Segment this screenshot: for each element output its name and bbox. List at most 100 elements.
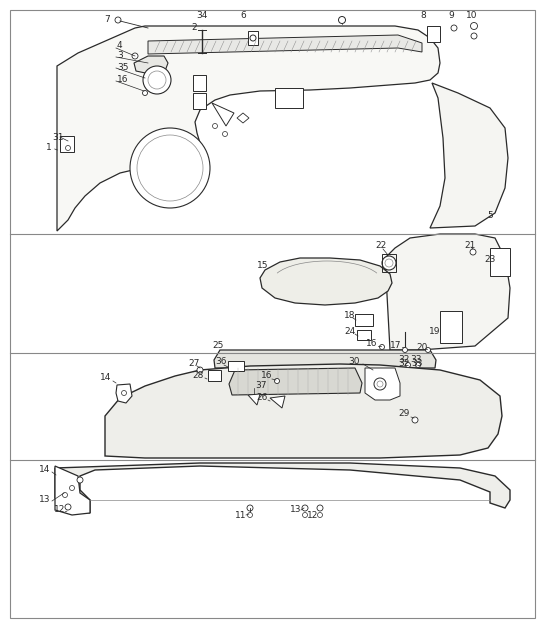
Polygon shape [57,26,440,231]
Circle shape [247,512,252,517]
Circle shape [471,33,477,39]
Circle shape [382,256,396,270]
Circle shape [412,417,418,423]
Circle shape [115,17,121,23]
Text: 7: 7 [104,14,110,23]
Text: 14: 14 [100,374,111,382]
Circle shape [65,504,71,510]
Bar [208,370,221,381]
Bar [355,314,373,326]
Text: 37: 37 [255,381,267,391]
Polygon shape [116,384,132,403]
Circle shape [222,131,227,136]
Bar [60,136,74,152]
Text: 12: 12 [54,506,65,514]
Circle shape [405,362,410,367]
Bar [490,248,510,276]
Circle shape [213,124,217,129]
Text: 5: 5 [487,212,493,220]
Circle shape [130,128,210,208]
Text: 15: 15 [257,261,269,271]
Text: 6: 6 [240,11,246,21]
Polygon shape [134,56,168,74]
Circle shape [374,378,386,390]
Polygon shape [214,350,436,368]
Text: 23: 23 [484,256,495,264]
Bar [193,75,206,91]
Polygon shape [55,466,90,515]
Text: 36: 36 [215,357,227,367]
Text: 16: 16 [366,340,378,349]
Text: 35: 35 [117,63,129,72]
Circle shape [379,345,385,350]
Text: 24: 24 [344,327,355,335]
Text: 17: 17 [390,342,402,350]
Text: 26: 26 [256,392,268,401]
Polygon shape [148,35,422,54]
Circle shape [317,505,323,511]
Circle shape [65,146,70,151]
Circle shape [250,35,256,41]
Polygon shape [385,234,510,350]
Text: 28: 28 [192,372,203,381]
Circle shape [70,485,75,490]
Bar [427,26,440,42]
Circle shape [122,391,126,396]
Polygon shape [365,368,400,400]
Polygon shape [55,463,510,513]
Circle shape [318,512,323,517]
Circle shape [142,90,148,95]
Text: 13: 13 [39,495,51,504]
Circle shape [470,249,476,255]
Text: 14: 14 [39,465,50,475]
Text: 16: 16 [117,75,129,85]
Circle shape [377,381,383,387]
Polygon shape [260,258,392,305]
Circle shape [338,16,346,23]
Bar [440,311,462,343]
Bar [275,88,303,108]
Circle shape [63,492,68,497]
Polygon shape [430,83,508,228]
Text: 2: 2 [191,23,197,31]
Text: 34: 34 [196,11,208,21]
Polygon shape [248,394,260,405]
Text: 11: 11 [235,511,246,521]
Text: 29: 29 [398,409,409,418]
Text: 13: 13 [290,506,301,514]
Bar [228,361,244,371]
Circle shape [137,135,203,201]
Circle shape [451,25,457,31]
Text: 9: 9 [448,11,454,21]
Text: 25: 25 [212,340,223,350]
Bar [193,93,206,109]
Circle shape [470,23,477,30]
Circle shape [403,347,408,352]
Text: 32: 32 [398,355,409,364]
Polygon shape [212,103,234,126]
Polygon shape [105,364,502,458]
Circle shape [247,505,253,511]
Text: 10: 10 [466,11,477,21]
Text: 27: 27 [188,359,199,367]
Text: 20: 20 [416,342,427,352]
Text: 3: 3 [117,50,123,60]
Text: 16: 16 [261,372,272,381]
Text: 33: 33 [410,355,421,364]
Text: 18: 18 [344,311,355,320]
Text: 8: 8 [420,11,426,19]
Bar [248,31,258,45]
Circle shape [415,362,421,367]
Polygon shape [229,368,362,395]
Text: 33: 33 [411,359,422,369]
Text: 32: 32 [398,359,409,369]
Text: 22: 22 [375,242,386,251]
Circle shape [132,53,138,59]
Text: 21: 21 [464,241,475,249]
Text: 4: 4 [117,40,123,50]
Circle shape [197,367,203,373]
Text: 1: 1 [46,144,52,153]
Text: 19: 19 [429,327,440,337]
Bar [382,254,396,272]
Circle shape [77,477,83,483]
